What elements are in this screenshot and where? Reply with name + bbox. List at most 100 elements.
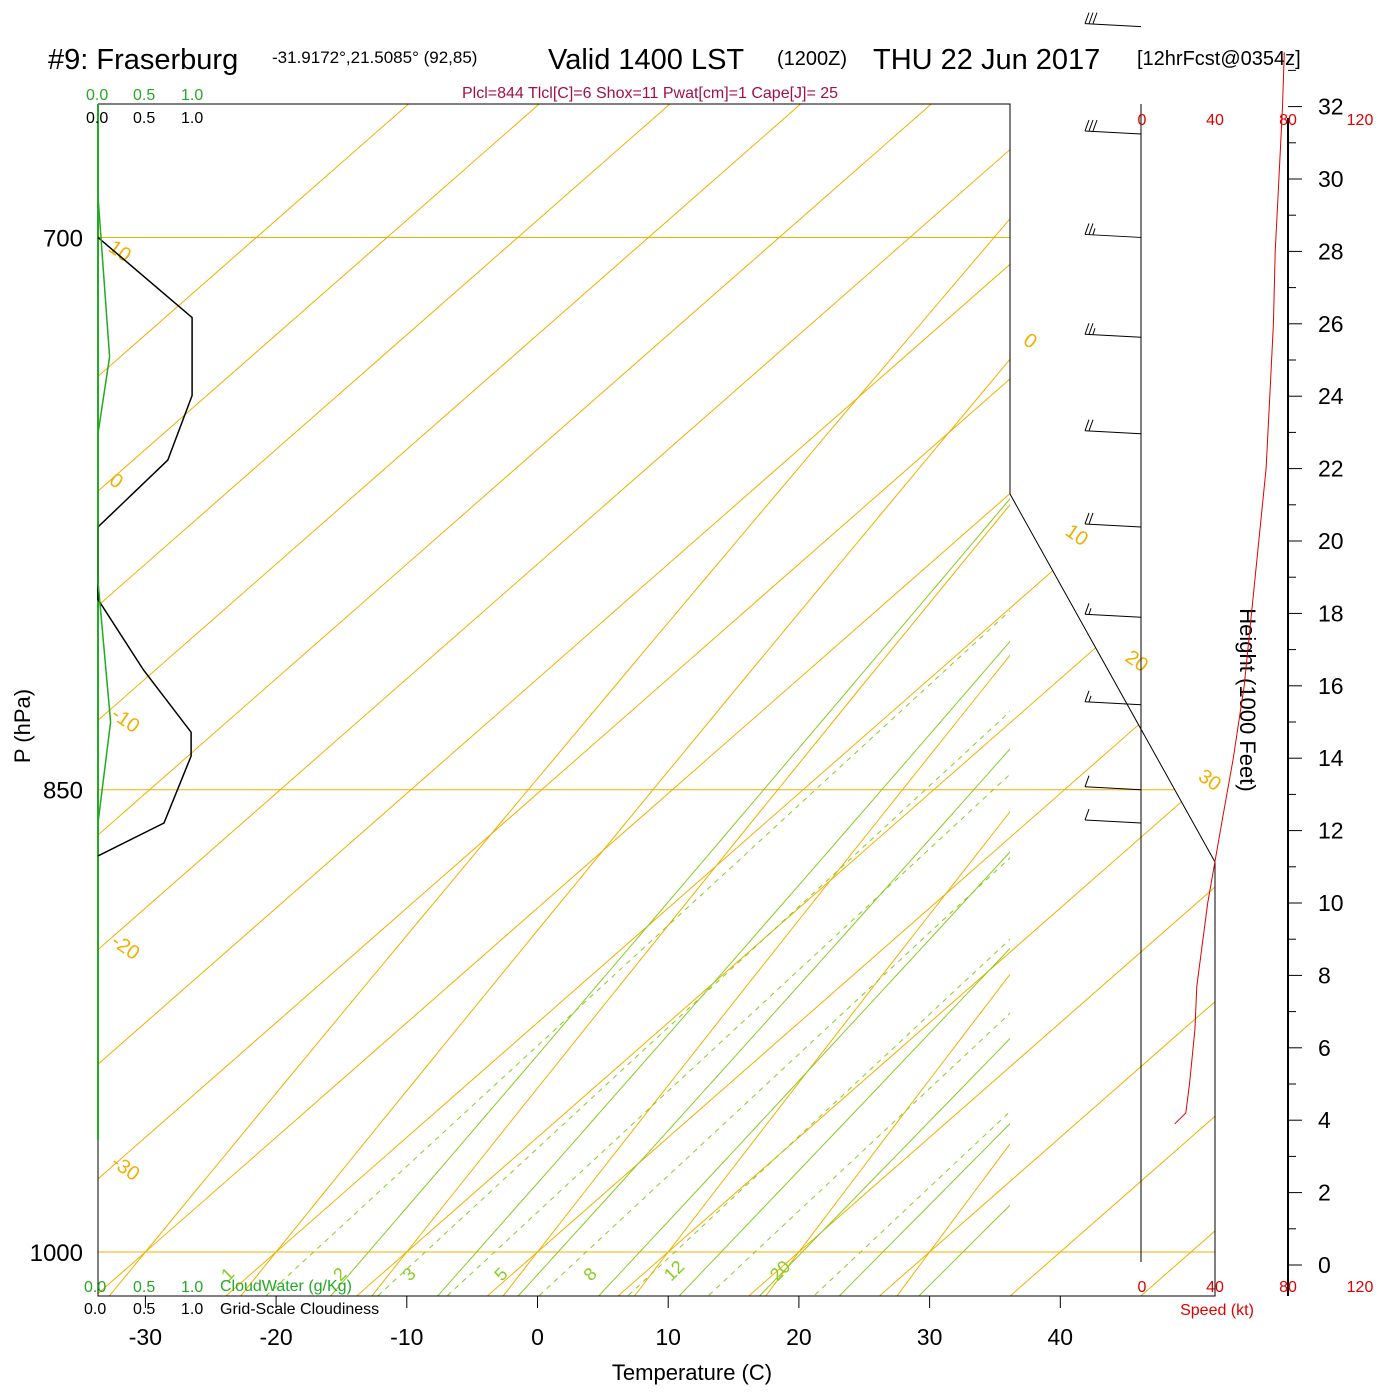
stability-indices: Plcl=844 Tlcl[C]=6 Shox=11 Pwat[cm]=1 Ca…: [462, 85, 838, 102]
wind-barb: [1084, 223, 1142, 238]
height-tick-label: 32: [1318, 94, 1344, 120]
temperature-tick-label: -10: [390, 1324, 423, 1350]
cloud-profiles: [97, 196, 193, 857]
dry-adiabat: [502, 654, 1010, 1296]
wind-barb: [1084, 808, 1142, 824]
zulu-time: (1200Z): [777, 48, 847, 70]
dry-adiabat: [371, 503, 1010, 1296]
cloudwater-tick-0: 0.0: [86, 87, 108, 104]
isotherm: [509, 104, 1215, 1296]
mixing-ratio-label: 12: [660, 1257, 688, 1285]
dry-adiabat: [1357, 0, 1400, 1391]
isotherm: [1163, 104, 1215, 1296]
wind-barb: [1084, 119, 1142, 135]
pressure-tick-label: 1000: [30, 1240, 83, 1267]
height-tick-label: 22: [1318, 456, 1344, 482]
cloudiness-tick-0-bottom: 0.0: [84, 1301, 106, 1318]
wind-speed-profile: [1174, 52, 1285, 1125]
valid-date: THU 22 Jun 2017: [873, 44, 1100, 76]
isotherm-label: -10: [107, 703, 143, 738]
mixing-ratio-line: [376, 710, 1010, 1296]
isotherm: [1032, 104, 1215, 1296]
forecast-tag: [12hrFcst@0354z]: [1137, 48, 1301, 70]
isotherm: [248, 104, 1215, 1296]
plot-frame: [97, 103, 1216, 1297]
speed-tick-0-bottom: 0: [1138, 1279, 1147, 1296]
mixing-ratio-line: [538, 857, 1010, 1296]
mixing-ratio-line: [707, 1012, 1010, 1296]
pressure-tick-label: 700: [43, 225, 83, 252]
cloudwater-tick-1-bottom: 0.5: [133, 1279, 155, 1296]
dry-adiabat: [896, 1143, 1010, 1296]
speed-tick-3-top: 120: [1347, 112, 1374, 129]
height-tick-label: 8: [1318, 962, 1331, 988]
mixing-ratio-label: 8: [580, 1264, 601, 1285]
height-tick-label: 30: [1318, 166, 1344, 192]
wind-barb: [1084, 603, 1142, 618]
temperature-tick-label: 0: [531, 1324, 544, 1350]
cloudwater-tick-0-bottom: 0.0: [84, 1279, 106, 1296]
cloudwater-tick-2: 1.0: [181, 87, 203, 104]
cloudiness-tick-1-bottom: 0.5: [133, 1301, 155, 1318]
isotherm-label: 10: [1061, 520, 1092, 551]
dry-adiabat: [765, 973, 1010, 1296]
height-tick-label: 10: [1318, 890, 1344, 916]
height-tick-label: 14: [1318, 745, 1344, 771]
wind-barb: [1084, 323, 1142, 338]
speed-line: [1174, 52, 1285, 1125]
height-tick-label: 24: [1318, 383, 1344, 409]
isotherm: [640, 104, 1215, 1296]
height-tick-label: 20: [1318, 528, 1344, 554]
isotherm: [771, 104, 1215, 1296]
mixing-ratio-line: [813, 1110, 1010, 1296]
wind-barb: [1084, 775, 1142, 791]
temperature-tick-label: 20: [786, 1324, 812, 1350]
height-tick-label: 12: [1318, 818, 1344, 844]
speed-tick-2-top: 80: [1279, 112, 1297, 129]
wind-barbs: [1084, 12, 1142, 824]
height-tick-label: 28: [1318, 238, 1344, 264]
height-tick-label: 16: [1318, 673, 1344, 699]
speed-tick-2-bottom: 80: [1279, 1279, 1297, 1296]
height-tick-label: 2: [1318, 1180, 1331, 1206]
temperature-tick-label: 40: [1048, 1324, 1074, 1350]
height-axis-title: Height (1000 Feet): [1235, 608, 1260, 791]
mixing-ratio-line: [265, 610, 1010, 1296]
isotherm-label: 30: [1194, 765, 1225, 796]
cloudiness-tick-2-bottom: 1.0: [181, 1301, 203, 1318]
height-tick-label: 26: [1318, 311, 1344, 337]
station-title: #9: Fraserburg: [48, 44, 238, 76]
isobar-lines: 2503004005007008501000: [30, 225, 1215, 1267]
y-axis-title: P (hPa): [10, 689, 35, 763]
cloudiness-label: Grid-Scale Cloudiness: [220, 1301, 379, 1318]
wind-barb: [1084, 512, 1142, 528]
height-tick-label: 6: [1318, 1035, 1331, 1061]
height-tick-label: 0: [1318, 1252, 1331, 1278]
mixing-ratio-lines: [265, 610, 1010, 1296]
temperature-tick-label: 10: [655, 1324, 681, 1350]
moist-adiabat: [758, 1037, 1010, 1296]
isotherm-label: 20: [1121, 646, 1152, 677]
cloudwater-tick-1: 0.5: [133, 87, 155, 104]
cloudiness-profile: [97, 236, 193, 857]
isotherm-label: 10: [104, 236, 135, 267]
moist-adiabat: [598, 851, 1010, 1296]
cloudwater-label: CloudWater (g/Kg): [220, 1278, 352, 1295]
valid-time: Valid 1400 LST: [548, 44, 744, 76]
height-tick-label: 18: [1318, 600, 1344, 626]
cloudiness-tick-1: 0.5: [133, 110, 155, 127]
pressure-tick-label: 850: [43, 778, 83, 805]
mixing-ratio-line: [627, 938, 1010, 1296]
moist-adiabat: [517, 748, 1010, 1296]
temperature-tick-label: -20: [259, 1324, 292, 1350]
speed-tick-1-bottom: 40: [1206, 1279, 1224, 1296]
moist-adiabat: [436, 640, 1010, 1296]
